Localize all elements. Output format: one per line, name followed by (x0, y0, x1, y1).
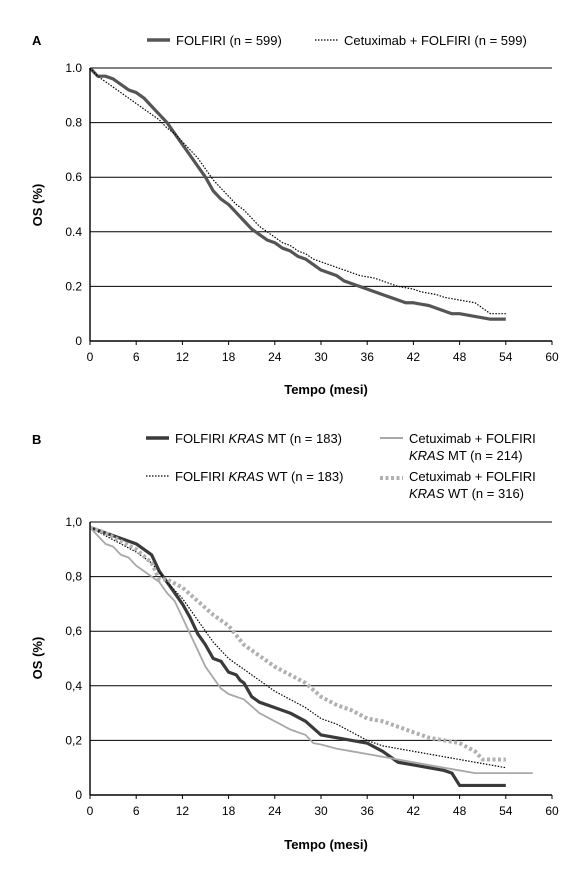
panel-a-x-tick-label-7: 42 (407, 350, 421, 364)
panel-a-y-tick-label-4: 0.8 (65, 116, 82, 130)
panel-a-grid (90, 67, 552, 287)
panel-a-x-tick-label-10: 60 (545, 350, 559, 364)
panel-a-x-tick-label-5: 30 (314, 350, 328, 364)
panel-b: B FOLFIRI KRAS MT (n = 183) FOLFIRI KRAS… (30, 431, 559, 852)
panel-a-x-ticks: 0 6 12 18 24 30 36 42 48 54 60 (87, 341, 559, 364)
panel-b-x-tick-label-6: 36 (361, 804, 375, 818)
panel-b-series-line-1 (89, 526, 506, 769)
panel-b-x-tick-label-5: 30 (314, 804, 328, 818)
panel-a-series-line-1 (89, 67, 506, 315)
panel-a-x-tick-label-8: 48 (453, 350, 467, 364)
panel-b-x-tick-label-4: 24 (268, 804, 282, 818)
legend-cetux-folfiri-label: Cetuximab + FOLFIRI (n = 599) (344, 33, 527, 48)
panel-b-x-tick-label-1: 6 (133, 804, 140, 818)
panel-a-series (88, 66, 506, 321)
panel-a-x-tick-label-6: 36 (361, 350, 375, 364)
panel-a-y-tick-label-1: 0.2 (65, 279, 82, 293)
panel-a-y-tick-label-0: 0 (75, 334, 82, 348)
panel-b-x-tick-label-9: 54 (499, 804, 513, 818)
panel-b-x-tick-label-10: 60 (545, 804, 559, 818)
panel-a-series-line-0 (88, 66, 506, 321)
legend-cetux-kras-mt-label-line1: Cetuximab + FOLFIRI (409, 431, 536, 446)
panel-a-x-axis-title: Tempo (mesi) (284, 382, 368, 397)
panel-b-series-line-2 (89, 526, 533, 775)
panel-b-series-line-0 (89, 525, 506, 788)
panel-b-series (89, 525, 533, 788)
panel-b-legend: FOLFIRI KRAS MT (n = 183) FOLFIRI KRAS W… (146, 431, 536, 501)
legend-cetux-kras-mt-label-line2: KRAS MT (n = 214) (409, 448, 523, 463)
panel-b-x-tick-label-7: 42 (407, 804, 421, 818)
panel-a-y-ticks: 0 0.2 0.4 0.6 0.8 1.0 (65, 61, 82, 348)
legend-cetux-kras-wt-label-line2: KRAS WT (n = 316) (409, 486, 524, 501)
panel-a: A FOLFIRI (n = 599) Cetuximab + FOLFIRI … (30, 33, 559, 397)
panel-a-x-tick-label-9: 54 (499, 350, 513, 364)
legend-folfiri-kras-mt-label: FOLFIRI KRAS MT (n = 183) (175, 431, 342, 446)
panel-a-y-tick-label-3: 0.6 (65, 170, 82, 184)
panel-b-y-tick-label-1: 0,2 (65, 733, 82, 747)
panel-b-x-tick-label-3: 18 (222, 804, 236, 818)
panel-a-x-tick-label-0: 0 (87, 350, 94, 364)
panel-b-x-tick-label-8: 48 (453, 804, 467, 818)
panel-a-x-tick-label-1: 6 (133, 350, 140, 364)
panel-b-x-tick-label-0: 0 (87, 804, 94, 818)
legend-folfiri-label: FOLFIRI (n = 599) (176, 33, 282, 48)
panel-b-series-line-3 (89, 525, 506, 762)
panel-b-y-tick-label-3: 0,6 (65, 624, 82, 638)
panel-b-letter: B (32, 432, 41, 447)
panel-a-letter: A (32, 33, 42, 48)
legend-cetux-kras-wt-label-line1: Cetuximab + FOLFIRI (409, 469, 536, 484)
panel-a-y-tick-label-2: 0.4 (65, 225, 82, 239)
panel-b-y-ticks: 0 0,2 0,4 0,6 0,8 1,0 (65, 515, 82, 802)
panel-a-y-tick-label-5: 1.0 (65, 61, 82, 75)
panel-a-x-tick-label-3: 18 (222, 350, 236, 364)
panel-a-x-tick-label-4: 24 (268, 350, 282, 364)
panel-a-y-axis-title: OS (%) (30, 184, 45, 227)
panel-b-y-tick-label-2: 0,4 (65, 679, 82, 693)
panel-b-grid (90, 521, 552, 741)
legend-folfiri-kras-wt-label: FOLFIRI KRAS WT (n = 183) (175, 469, 343, 484)
panel-b-x-ticks: 0 6 12 18 24 30 36 42 48 54 60 (87, 795, 559, 818)
panel-b-y-tick-label-4: 0,8 (65, 570, 82, 584)
panel-b-x-axis-title: Tempo (mesi) (284, 837, 368, 852)
panel-a-legend: FOLFIRI (n = 599) Cetuximab + FOLFIRI (n… (147, 33, 527, 48)
panel-b-y-tick-label-0: 0 (75, 788, 82, 802)
panel-b-y-axis-title: OS (%) (30, 637, 45, 680)
panel-a-x-tick-label-2: 12 (176, 350, 190, 364)
panel-b-y-tick-label-5: 1,0 (65, 515, 82, 529)
panel-b-x-tick-label-2: 12 (176, 804, 190, 818)
